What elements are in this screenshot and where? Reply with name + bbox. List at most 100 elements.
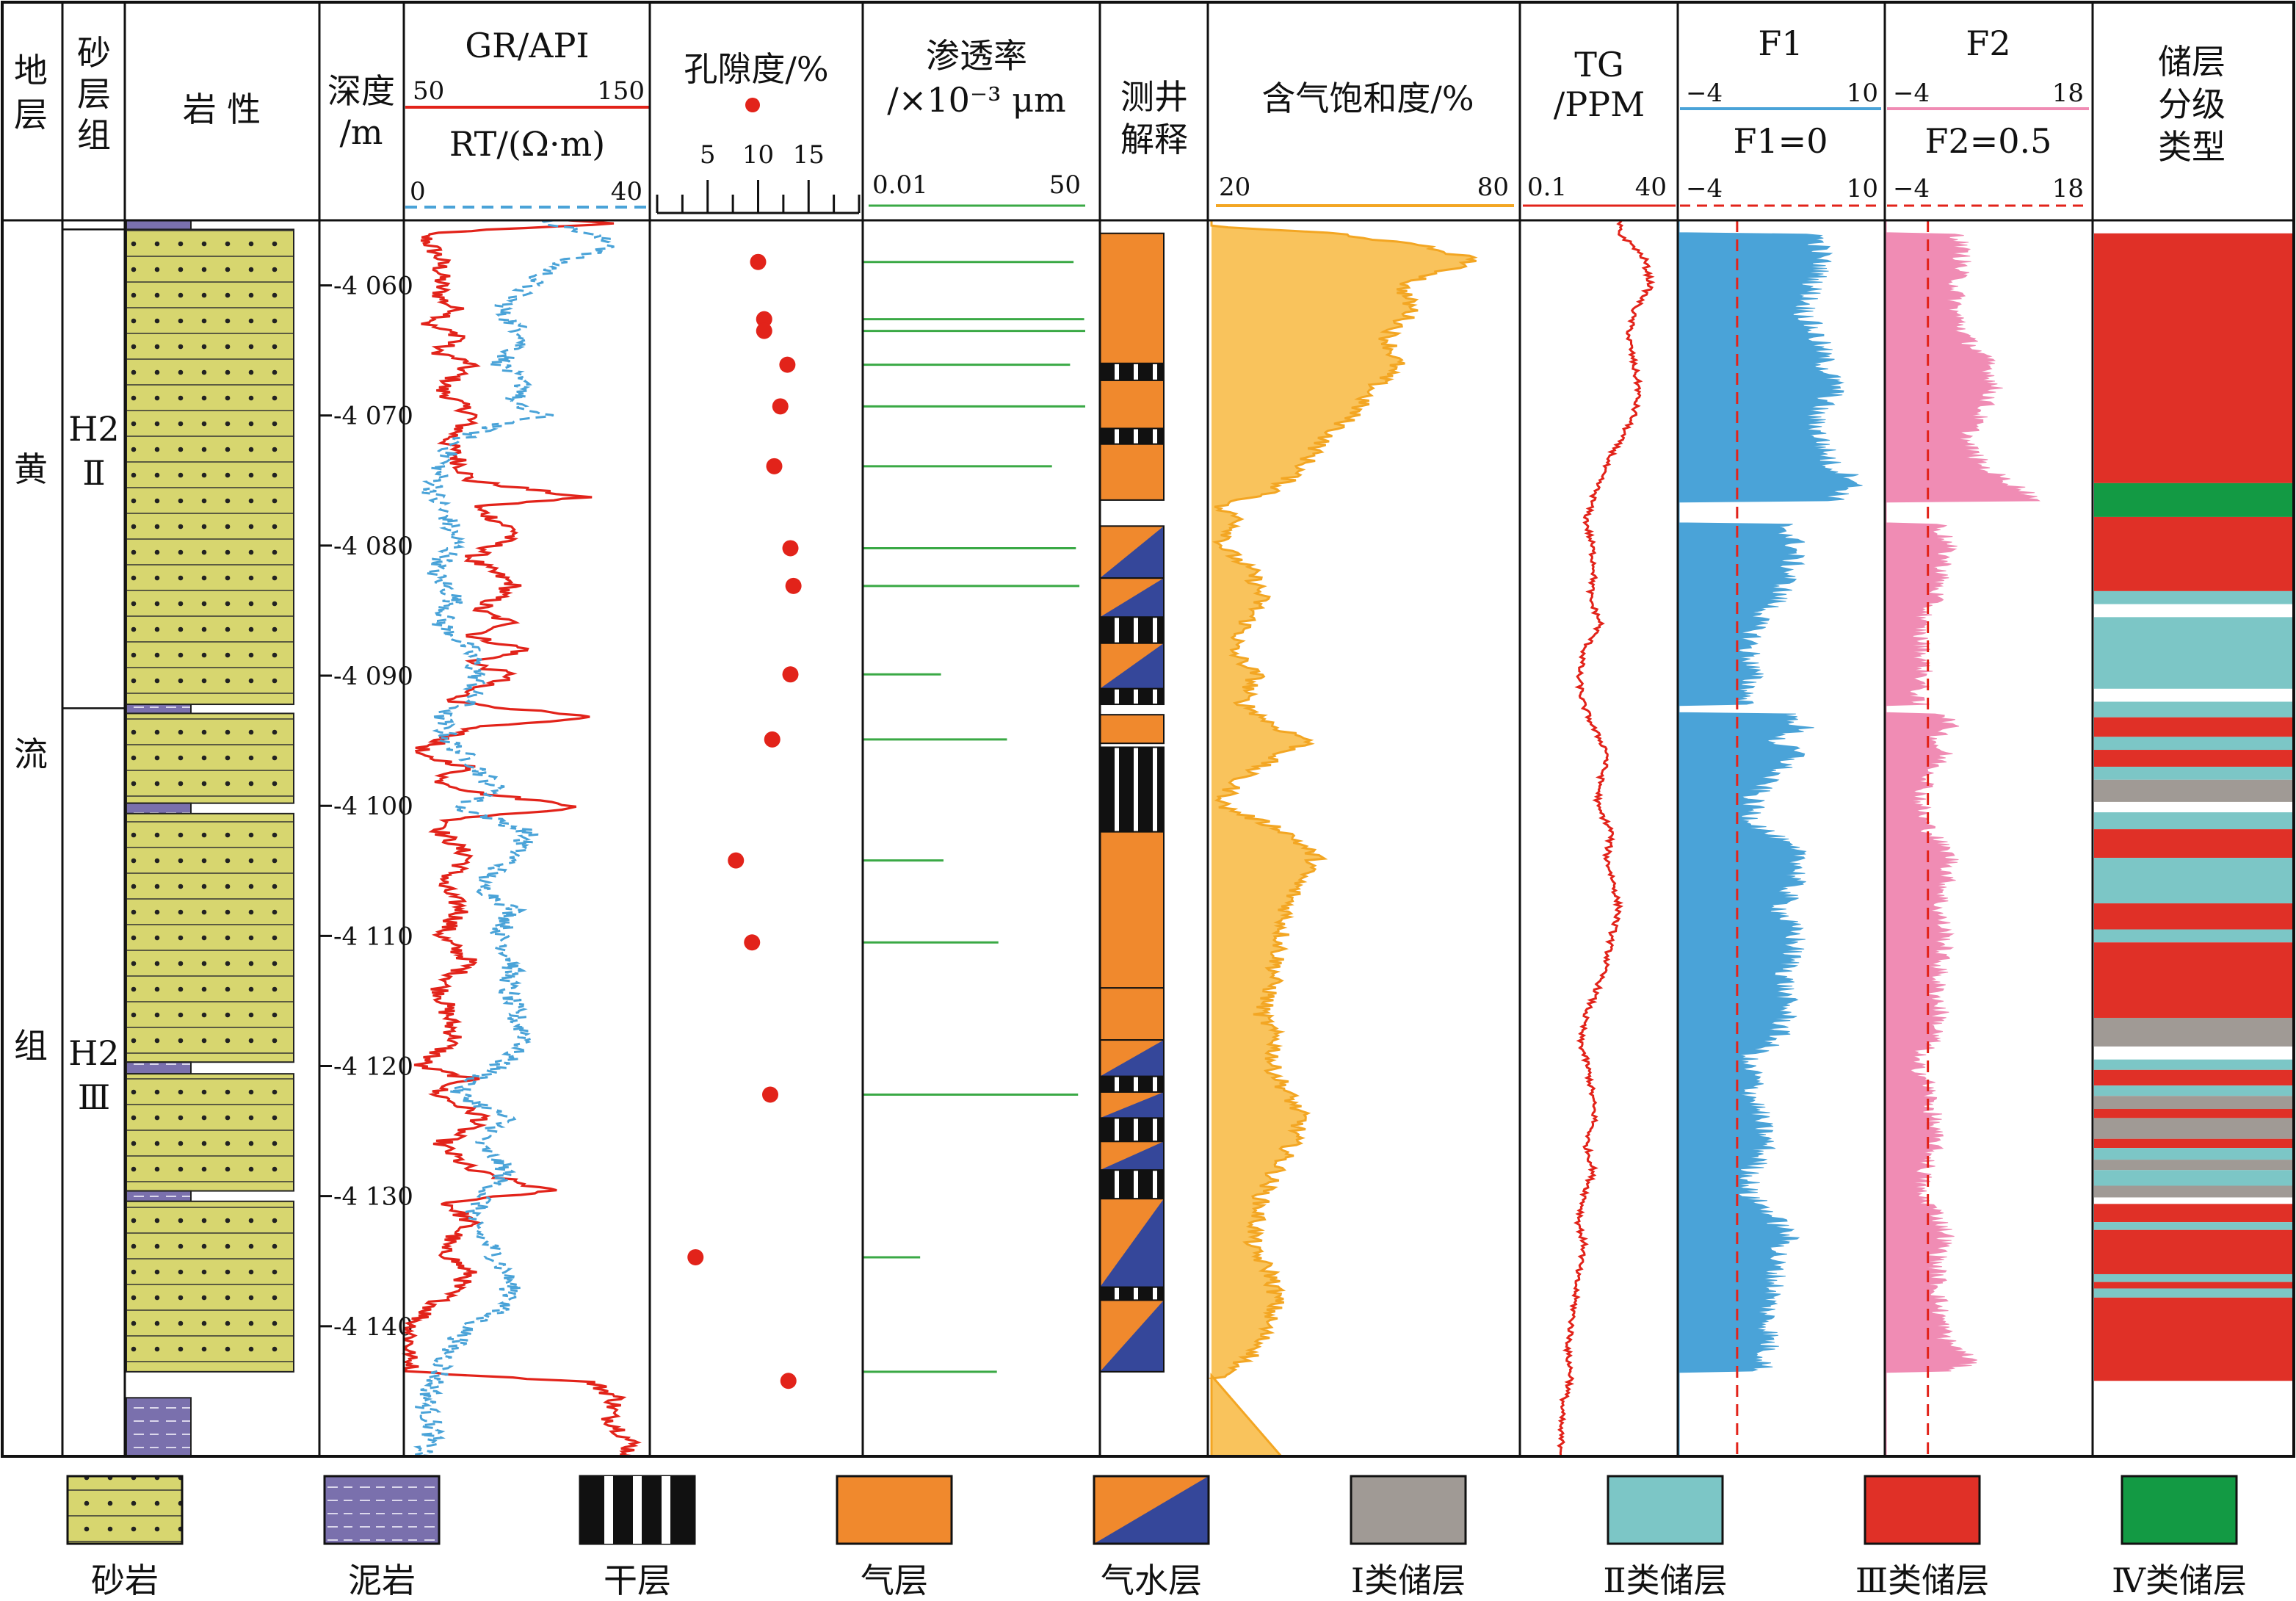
porosity-point: [782, 666, 799, 683]
porosity-point: [728, 852, 745, 869]
sand-group-label: H2: [68, 409, 119, 449]
legend-label-gas: 气层: [861, 1561, 928, 1600]
legend-swatch-mudstone: [323, 1475, 441, 1545]
sand-group-label: H2: [68, 1033, 119, 1073]
lithology-column: [126, 220, 294, 1457]
header-f1-min: −4: [1686, 79, 1723, 108]
header-f1-cutoff: F1=0: [1734, 121, 1828, 161]
f2-track: [1886, 220, 2041, 1456]
mudstone-bed: [126, 220, 192, 231]
porosity-point: [756, 322, 772, 339]
porosity-point: [766, 458, 783, 474]
gr-curve: [401, 220, 642, 1456]
header-f2-max-2: 18: [2052, 174, 2084, 203]
class3-band: [2094, 1297, 2292, 1381]
gas-layer: [1099, 379, 1165, 430]
header-gr-min: 50: [413, 76, 444, 106]
legend-label-class1: Ⅰ类储层: [1351, 1561, 1466, 1600]
class3-band: [2094, 233, 2292, 483]
legend-label-sandstone: 砂岩: [91, 1561, 159, 1600]
class3-band: [2094, 903, 2292, 930]
gas-water-water-part: [1100, 1141, 1164, 1171]
dry-layer: [1099, 362, 1165, 381]
class1-band: [2094, 1185, 2292, 1198]
class3-band: [2094, 1282, 2292, 1289]
dry-layer: [1099, 616, 1165, 644]
permeability-track: [863, 261, 1085, 1373]
sandstone-bed: [126, 1200, 294, 1373]
header-f1-max: 10: [1847, 79, 1878, 108]
gas-layer: [1099, 987, 1165, 1041]
legend-swatch-dry-stripe: [662, 1476, 670, 1544]
interpretation-track: [1099, 232, 1165, 1373]
header-f2-max: 18: [2052, 79, 2084, 108]
legend-label-class2: Ⅱ类储层: [1603, 1561, 1727, 1600]
depth-tick-label: -4 120: [333, 1052, 413, 1082]
legend-swatch-gaswater-outline: [1093, 1475, 1210, 1545]
class1-band: [2094, 779, 2292, 802]
mudstone-bed: [126, 802, 192, 814]
gas-saturation-curve: [1208, 220, 1478, 1456]
gas-layer: [1099, 443, 1165, 501]
header-class: 储层: [2158, 42, 2226, 82]
depth-tick-label: -4 060: [333, 272, 413, 301]
class2-band: [2094, 617, 2292, 689]
class4-band: [2094, 483, 2292, 517]
class1-band: [2094, 1017, 2292, 1047]
header-perm-min: 0.01: [872, 170, 928, 200]
porosity-point: [750, 253, 767, 270]
header-gas-saturation: 含气饱和度/%: [1261, 79, 1474, 118]
frame: [1, 1, 2295, 1458]
porosity-point: [785, 577, 802, 594]
dry-layer: [1099, 427, 1165, 445]
header-f2-cutoff: F2=0.5: [1925, 121, 2052, 161]
sandstone-bed: [126, 1073, 294, 1192]
class3-band: [2094, 717, 2292, 737]
porosity-point: [772, 398, 789, 415]
header-f2: F2: [1966, 24, 2010, 63]
gas-water-layer: [1099, 1299, 1165, 1373]
formation-labels: 黄流组: [14, 449, 48, 1066]
formation-char: 组: [14, 1026, 48, 1066]
header-class-2: 分级: [2158, 84, 2226, 124]
tg-track: [1557, 220, 1656, 1456]
header-f1: F1: [1758, 24, 1803, 63]
header-depth-unit: /m: [339, 112, 383, 152]
class2-band: [2094, 767, 2292, 780]
sandstone-bed: [126, 812, 294, 1063]
class1-band: [2094, 1096, 2292, 1109]
depth-tick-label: -4 090: [333, 662, 413, 691]
depth-tick-label: -4 130: [333, 1182, 413, 1212]
porosity-point: [782, 540, 799, 557]
dry-layer: [1099, 1286, 1165, 1301]
header-f1-max-2: 10: [1847, 174, 1878, 203]
dry-layer: [1099, 1169, 1165, 1200]
header-sand-group-char: 层: [77, 74, 111, 114]
gas-water-layer: [1099, 577, 1165, 618]
header-rt: RT/(Ω·m): [449, 124, 605, 164]
depth-tick-label: -4 100: [333, 792, 413, 821]
class3-band: [2094, 1108, 2292, 1118]
class2-band: [2094, 1085, 2292, 1096]
header-gr: GR/API: [465, 26, 589, 65]
header-formation-char: 层: [14, 95, 48, 134]
depth-tick-label: -4 080: [333, 532, 413, 561]
header-sand-group: 砂层组: [77, 33, 111, 155]
header: 地层 砂层组 岩 性 深度 /m GR/API 50 150 RT/(Ω·m) …: [14, 24, 2226, 214]
porosity-point: [756, 311, 772, 328]
class2-band: [2094, 858, 2292, 904]
class2-band: [2094, 1170, 2292, 1186]
f2-area: [1886, 220, 2041, 1456]
legend-swatch-gaswater-water: [1094, 1476, 1209, 1544]
mudstone-bed: [126, 1190, 192, 1202]
class2-band: [2094, 1273, 2292, 1282]
header-permeability-unit: /×10⁻³ μm: [887, 80, 1065, 120]
mudstone-bed: [126, 1061, 192, 1075]
class2-band: [2094, 812, 2292, 830]
porosity-point: [779, 356, 796, 373]
class2-band: [2094, 737, 2292, 751]
legend-label-gaswater: 气水层: [1101, 1561, 1202, 1600]
gas-saturation-area: [1212, 220, 1477, 1456]
